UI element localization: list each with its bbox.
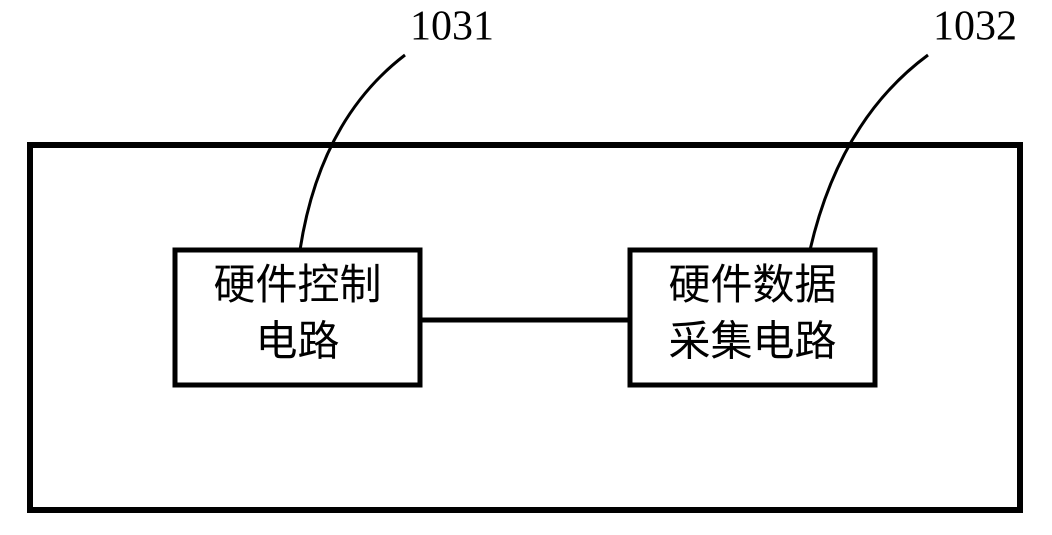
ref-label-hw_data_acq: 1032 [933,4,1017,50]
node-label-line: 电路 [255,319,339,365]
block-diagram: 硬件控制电路 1031 硬件数据采集电路 1032 [0,0,1052,535]
node-label-line: 采集电路 [668,319,836,365]
canvas-background [0,0,1052,535]
node-label-line: 硬件控制 [213,263,381,309]
node-label-line: 硬件数据 [668,263,836,309]
ref-label-hw_ctrl: 1031 [410,4,494,50]
